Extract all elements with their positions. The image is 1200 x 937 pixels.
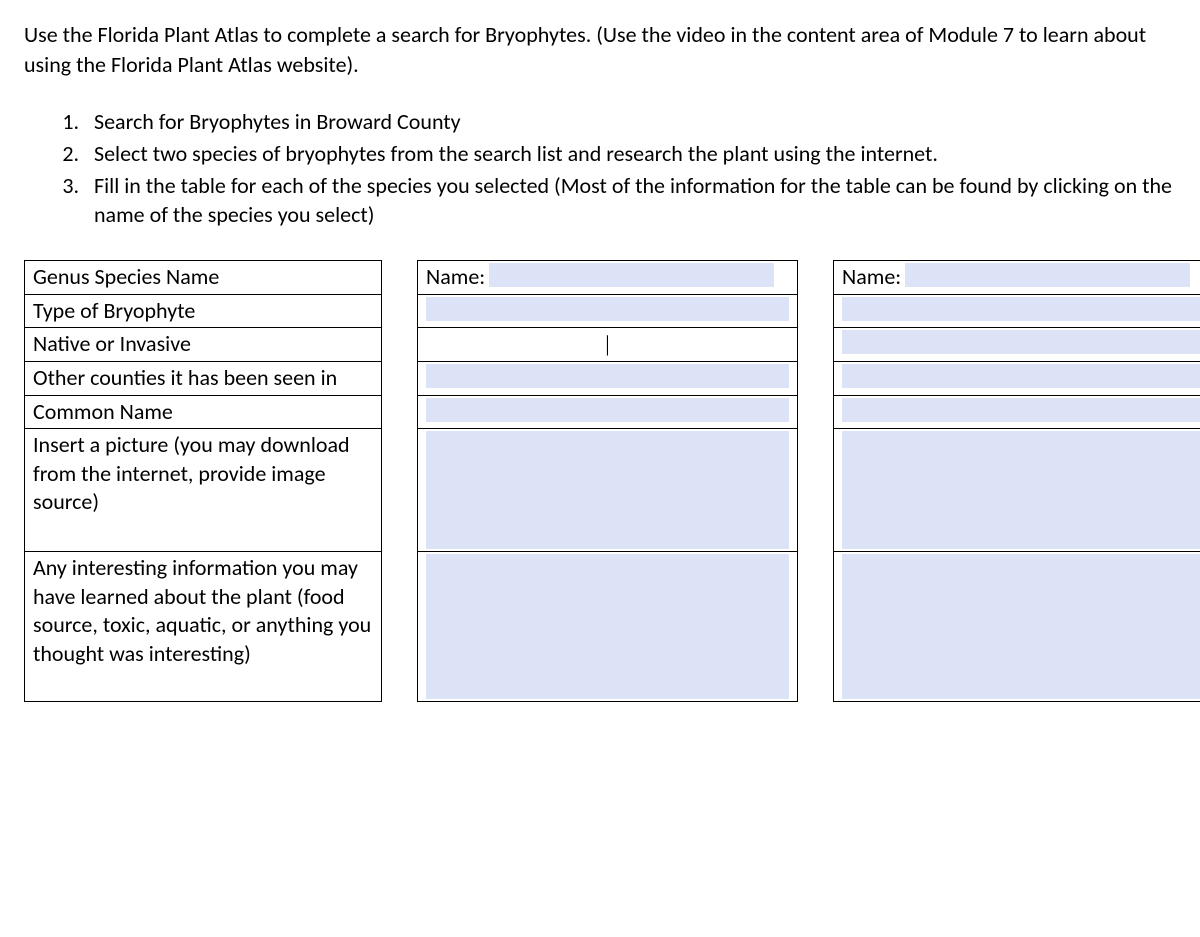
species1-counties-cell[interactable] xyxy=(418,361,798,395)
row-label-counties: Other counties it has been seen in xyxy=(25,361,382,395)
row-label-common: Common Name xyxy=(25,395,382,429)
species1-name-cell[interactable]: Name: xyxy=(418,261,798,295)
species2-common-cell[interactable] xyxy=(834,395,1200,429)
species2-picture-cell[interactable] xyxy=(834,429,1200,552)
row-label-type: Type of Bryophyte xyxy=(25,294,382,328)
species2-info-cell[interactable] xyxy=(834,552,1200,702)
species2-native-cell[interactable] xyxy=(834,328,1200,362)
row-label-genus: Genus Species Name xyxy=(25,261,382,295)
species1-name-field[interactable] xyxy=(489,263,774,287)
species2-name-cell[interactable]: Name: xyxy=(834,261,1200,295)
species1-native-cell[interactable]: | xyxy=(418,328,798,362)
species1-info-cell[interactable] xyxy=(418,552,798,702)
name-label-2: Name: xyxy=(842,263,905,292)
row-label-info: Any interesting information you may have… xyxy=(25,552,382,702)
step-1: Search for Bryophytes in Broward County xyxy=(84,107,1176,137)
species1-picture-cell[interactable] xyxy=(418,429,798,552)
row-label-native: Native or Invasive xyxy=(25,328,382,362)
species2-type-cell[interactable] xyxy=(834,294,1200,328)
step-2: Select two species of bryophytes from th… xyxy=(84,139,1176,169)
intro-paragraph: Use the Florida Plant Atlas to complete … xyxy=(24,20,1176,79)
row-label-picture: Insert a picture (you may download from … xyxy=(25,429,382,552)
species1-type-cell[interactable] xyxy=(418,294,798,328)
name-label-1: Name: xyxy=(426,263,489,292)
step-3: Fill in the table for each of the specie… xyxy=(84,171,1176,230)
instruction-list: Search for Bryophytes in Broward County … xyxy=(24,107,1176,230)
species2-name-field[interactable] xyxy=(905,263,1190,287)
species2-counties-cell[interactable] xyxy=(834,361,1200,395)
bryophyte-table: Genus Species Name Name: Name: Type of B… xyxy=(24,260,1200,702)
species1-common-cell[interactable] xyxy=(418,395,798,429)
